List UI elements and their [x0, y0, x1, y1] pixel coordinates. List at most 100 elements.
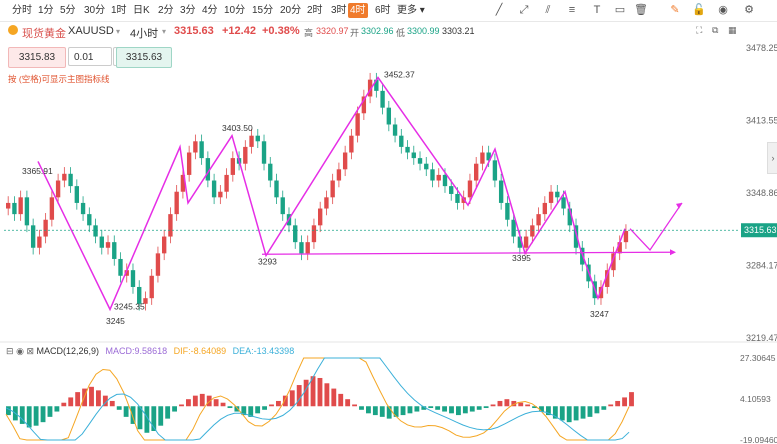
sell-price-button[interactable]: 3315.83 — [8, 47, 66, 68]
candle-body — [105, 242, 111, 248]
edit-icon[interactable]: ✎ — [670, 4, 680, 16]
macd-bar — [622, 397, 627, 407]
eye-icon[interactable]: ◉ — [16, 346, 24, 356]
timeframe-4[interactable]: 1时 — [111, 5, 127, 16]
macd-bar — [407, 406, 413, 414]
quote-bar: 现货黄金 XAUUSD ▾ 4小时 ▾ 3315.63 +12.42 +0.38… — [0, 23, 777, 41]
macd-bar — [54, 406, 60, 412]
candle-body — [18, 197, 23, 215]
chevron-down-icon[interactable]: ▾ — [162, 27, 167, 36]
timeframe-5[interactable]: 日K — [133, 5, 150, 16]
annotation-label: 3293 — [258, 257, 277, 267]
candle-body — [417, 158, 423, 164]
candle-body — [336, 169, 342, 181]
dea-line — [5, 357, 630, 441]
candle-body — [467, 180, 473, 198]
macd-bar — [241, 406, 247, 416]
candle-body — [505, 202, 510, 220]
timeframe-16[interactable]: 更多 ▾ — [397, 5, 425, 16]
period-select[interactable]: 4小时 — [130, 28, 159, 40]
timeframe-6[interactable]: 2分 — [158, 5, 174, 16]
indicator-hint: 按 (空格)可显示主图指标线 — [8, 74, 110, 84]
timeframe-7[interactable]: 3分 — [180, 5, 196, 16]
ray-icon[interactable]: ⤢ — [519, 4, 529, 16]
draw-line-icon[interactable]: ╱ — [495, 4, 503, 16]
timeframe-8[interactable]: 4分 — [202, 5, 218, 16]
support-line — [261, 251, 671, 255]
timeframe-10[interactable]: 15分 — [252, 5, 274, 16]
macd-bar — [12, 406, 18, 421]
macd-bar — [573, 406, 579, 421]
eye-icon[interactable]: ◉ — [718, 4, 728, 16]
macd-panel: 27.30645 4.10593 -19.09460 — [5, 353, 777, 444]
channel-icon[interactable]: ⫽ — [545, 4, 551, 16]
timeframe-3[interactable]: 30分 — [84, 5, 106, 16]
macd-bar — [539, 406, 544, 412]
candle-body — [542, 202, 548, 215]
y-tick-label: 3478.25 — [746, 43, 777, 53]
macd-bar — [102, 395, 108, 407]
candle-body — [511, 219, 516, 237]
chevron-down-icon[interactable]: ▾ — [116, 27, 121, 36]
timeframe-12[interactable]: 2时 — [307, 5, 323, 16]
current-price-badge — [741, 223, 777, 238]
collapse-icon[interactable]: ⊟ — [6, 346, 14, 356]
rect-icon[interactable]: ▭ — [614, 4, 626, 16]
settings-icon[interactable]: ⚙ — [744, 4, 754, 16]
candle-body — [318, 208, 323, 226]
macd-bar — [601, 406, 607, 410]
candle-body — [43, 219, 48, 237]
symbol-name[interactable]: 现货黄金 — [22, 28, 66, 40]
settings-icon[interactable]: ⊠ — [26, 346, 34, 356]
text-icon[interactable]: T — [593, 4, 601, 16]
candle-body — [249, 135, 254, 147]
candle-body — [555, 191, 560, 198]
timeframe-11[interactable]: 20分 — [280, 5, 302, 16]
timeframe-15[interactable]: 6时 — [375, 5, 391, 16]
timeframe-14[interactable]: 4时 — [348, 3, 368, 18]
annotation-label: 3245 — [106, 316, 125, 326]
zigzag-lines — [37, 76, 683, 312]
projection-path — [629, 202, 683, 252]
chevron-right-icon[interactable]: › — [767, 142, 777, 174]
fib-icon[interactable]: ≡ — [568, 4, 576, 16]
y-tick-label: 3284.17 — [746, 260, 777, 270]
fullscreen-icon[interactable]: ⛶ — [696, 25, 703, 35]
candle-body — [55, 180, 61, 198]
candle-body — [349, 135, 354, 153]
candle-body — [12, 202, 17, 215]
candle-body — [274, 180, 279, 198]
candle-body — [424, 163, 429, 170]
candle-body — [37, 236, 42, 248]
candle-body — [580, 247, 585, 265]
trash-icon[interactable]: 🗑 — [634, 4, 648, 16]
candle-body — [474, 163, 479, 181]
macd-tick-label: 4.10593 — [740, 394, 771, 404]
macd-header: ⊟ ◉ ⊠ MACD(12,26,9) MACD:9.58618 DIF:-8.… — [6, 346, 294, 357]
candle-body — [486, 152, 491, 161]
timeframe-2[interactable]: 5分 — [60, 5, 76, 16]
candle-body — [162, 236, 167, 254]
buy-price-button[interactable]: 3315.63 — [116, 47, 172, 68]
timeframe-9[interactable]: 10分 — [224, 5, 246, 16]
candle-body — [617, 242, 622, 254]
macd-bar — [61, 402, 67, 407]
step-input[interactable]: 0.01 — [68, 47, 112, 66]
candle-body — [605, 270, 610, 287]
layout-icon[interactable]: ▦ — [728, 25, 737, 35]
symbol-code[interactable]: XAUUSD — [68, 25, 114, 37]
lock-icon[interactable]: 🔓 — [692, 4, 706, 16]
macd-bar — [199, 393, 205, 407]
candle-body — [224, 174, 229, 192]
macd-bar — [587, 406, 593, 417]
macd-bar — [310, 376, 316, 407]
candle-body — [530, 225, 535, 237]
timeframe-1[interactable]: 1分 — [38, 5, 54, 16]
screenshot-icon[interactable]: ⧉ — [712, 25, 719, 35]
timeframe-0[interactable]: 分时 — [12, 5, 32, 16]
macd-bar — [116, 406, 122, 410]
macd-bar — [511, 400, 517, 407]
candle-body — [68, 173, 73, 187]
macd-bar — [296, 385, 302, 407]
timeframe-13[interactable]: 3时 — [331, 5, 347, 16]
